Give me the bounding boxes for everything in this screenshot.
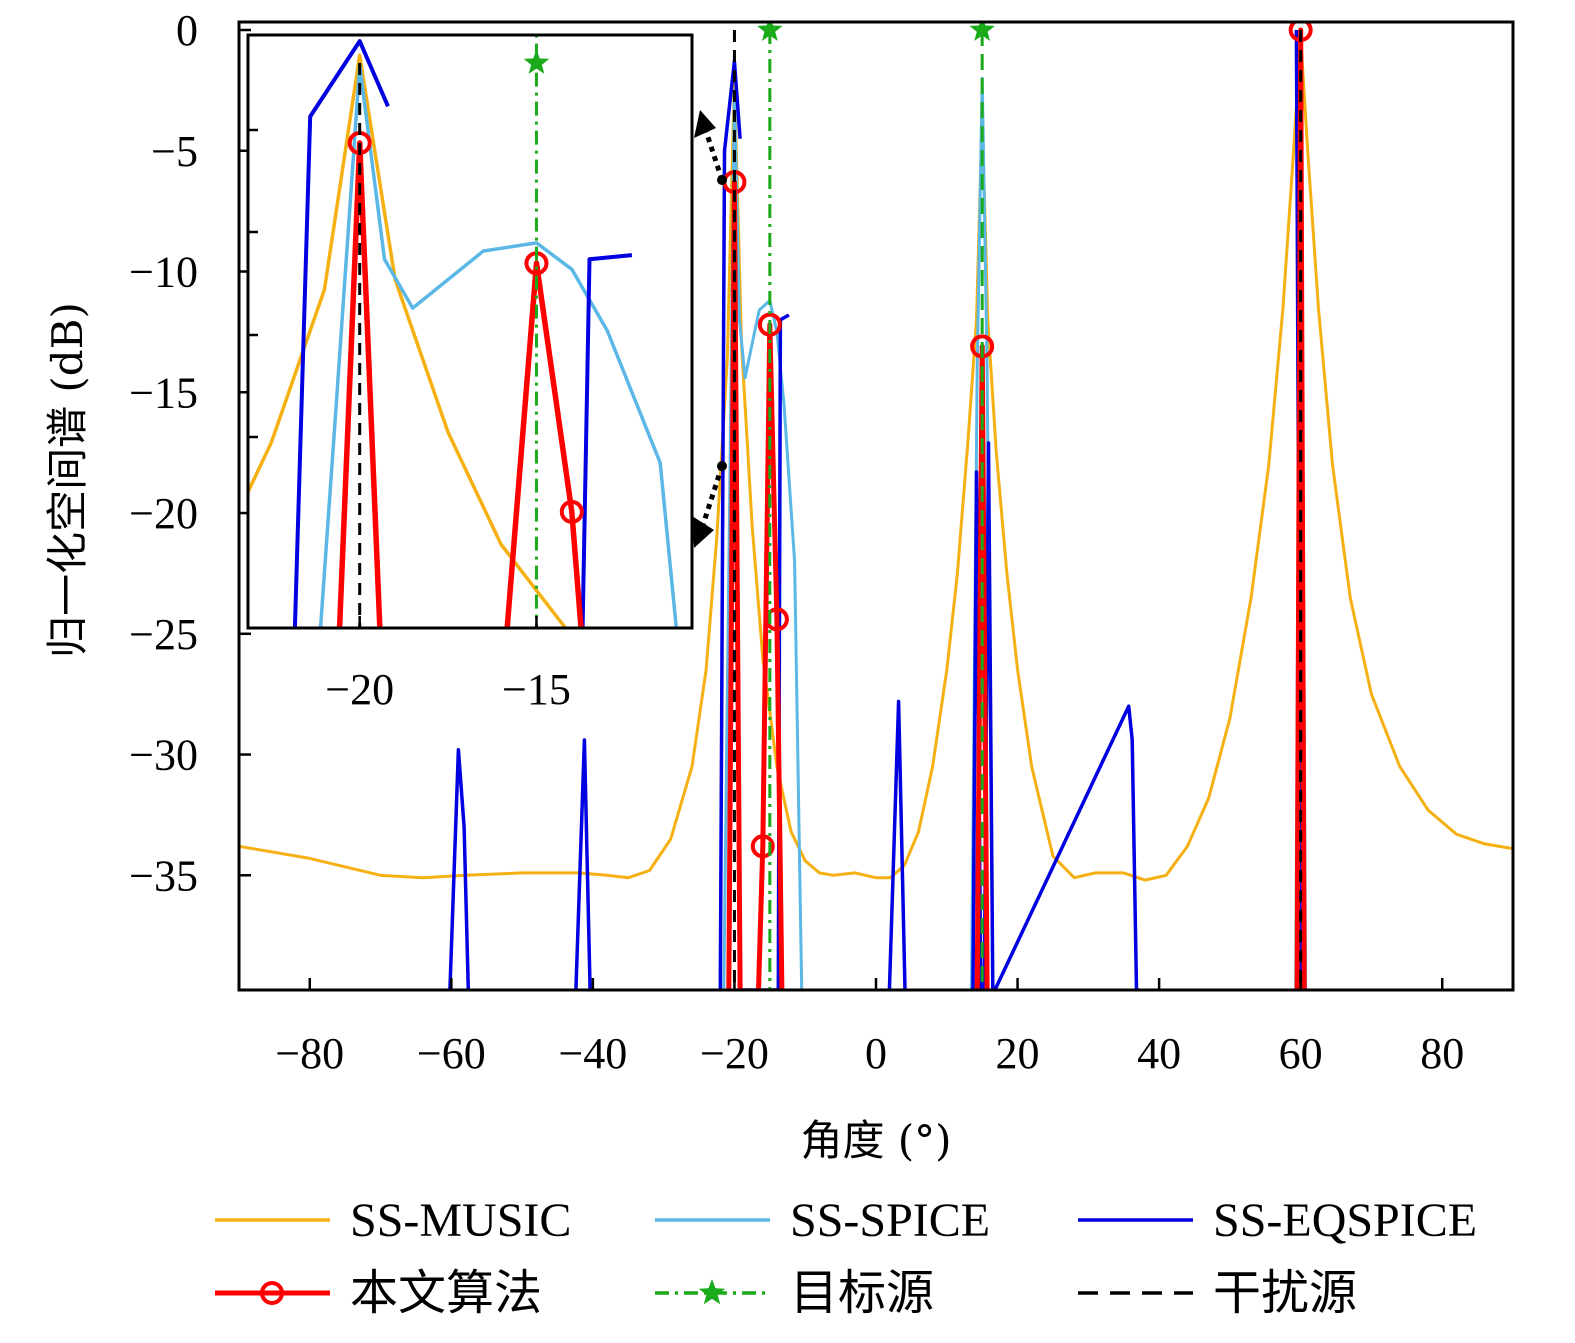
- inset-series-spice-line: [1544, 55, 1575, 824]
- x-tick-label: −80: [275, 1029, 344, 1078]
- main-series-proposed-line: [726, 179, 743, 990]
- y-tick-label: −30: [129, 731, 198, 780]
- inset-x-tick-label: −15: [502, 665, 571, 714]
- legend: SS-MUSIC SS-SPICE SS-EQSPICE 本文算法 目标源 干扰源: [215, 1194, 1477, 1320]
- legend-item-music: SS-MUSIC: [215, 1194, 571, 1247]
- main-target-star-marker: [969, 22, 995, 41]
- main-series-group: [239, 22, 1513, 990]
- inset-series-group: [248, 35, 1575, 825]
- legend-item-eqspice: SS-EQSPICE: [1078, 1194, 1477, 1247]
- connector-arrowhead-upper: [694, 110, 716, 138]
- legend-label: 目标源: [790, 1267, 934, 1320]
- main-series-eqspice-line: [574, 738, 592, 990]
- connector-dot-upper: [717, 175, 727, 185]
- inset-background: [248, 35, 692, 628]
- legend-label: SS-SPICE: [790, 1194, 990, 1247]
- inset-x-axis-ticks: −20 −15: [248, 128, 571, 714]
- legend-label: 本文算法: [350, 1267, 542, 1320]
- main-target-star-marker: [757, 22, 783, 41]
- x-axis-title: 角度 (°): [800, 1116, 951, 1165]
- legend-label: SS-EQSPICE: [1213, 1194, 1477, 1247]
- x-tick-label: −40: [558, 1029, 627, 1078]
- y-tick-label: 0: [176, 6, 198, 55]
- inset-series-spice-line: [318, 63, 679, 628]
- inset-zoom-plot: −20 −15: [246, 33, 1575, 825]
- connector-arrow-lower: [700, 465, 725, 526]
- x-tick-label: 0: [865, 1029, 887, 1078]
- main-series-eqspice-line: [718, 59, 742, 990]
- x-tick-label: −60: [417, 1029, 486, 1078]
- inset-proposed-marker: [559, 499, 584, 524]
- y-tick-label: −15: [129, 368, 198, 417]
- inset-series-proposed-line: [504, 260, 584, 628]
- main-proposed-marker: [750, 834, 775, 859]
- main-proposed-marker: [757, 312, 782, 337]
- y-tick-label: −25: [129, 610, 198, 659]
- main-series-eqspice-line: [887, 699, 907, 990]
- legend-item-proposed: 本文算法: [215, 1267, 542, 1320]
- connector-dot-lower: [717, 461, 727, 471]
- inset-series-eqspice-line: [292, 39, 390, 628]
- main-series-eqspice-line: [993, 704, 1140, 990]
- zoom-connector-arrows: [692, 110, 727, 548]
- legend-star-marker: [698, 1279, 726, 1305]
- x-tick-label: −20: [700, 1029, 769, 1078]
- legend-item-interference: 干扰源: [1078, 1267, 1357, 1320]
- inset-target-star-marker: [523, 49, 550, 74]
- legend-item-spice: SS-SPICE: [655, 1194, 990, 1247]
- x-tick-label: 80: [1420, 1029, 1464, 1078]
- legend-label: 干扰源: [1213, 1267, 1357, 1320]
- x-tick-label: 40: [1137, 1029, 1181, 1078]
- main-series-eqspice-line: [448, 747, 471, 990]
- legend-item-target: 目标源: [655, 1267, 934, 1320]
- inset-axes-frame: [246, 33, 694, 630]
- y-tick-label: −35: [129, 851, 198, 900]
- x-axis-ticks: −80 −60 −40 −20 0 20 40 60 80: [275, 978, 1464, 1078]
- legend-circle-marker: [260, 1281, 284, 1305]
- main-proposed-marker: [764, 607, 789, 632]
- y-tick-label: −20: [129, 489, 198, 538]
- y-axis-title: 归一化空间谱 (dB): [43, 302, 92, 658]
- y-axis-ticks: 0 −5 −10 −15 −20 −25 −30 −35: [129, 6, 251, 900]
- x-tick-label: 60: [1279, 1029, 1323, 1078]
- inset-series-eqspice-line: [580, 253, 633, 628]
- y-tick-label: −10: [129, 248, 198, 297]
- x-tick-label: 20: [996, 1029, 1040, 1078]
- legend-label: SS-MUSIC: [350, 1194, 571, 1247]
- inset-x-tick-label: −20: [325, 665, 394, 714]
- y-tick-label: −5: [151, 127, 198, 176]
- connector-arrowhead-lower: [692, 516, 714, 548]
- inset-series-eqspice-line: [1551, 388, 1575, 825]
